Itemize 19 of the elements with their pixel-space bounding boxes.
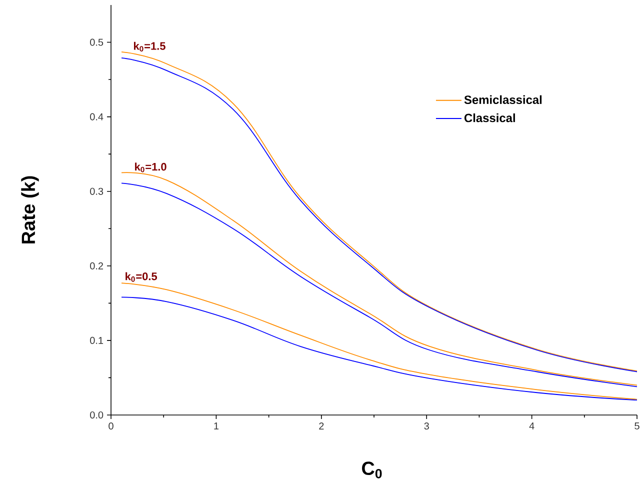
x-tick-label: 3: [424, 422, 429, 430]
y-tick-label: 0.0: [90, 411, 104, 419]
x-tick-label: 1: [214, 422, 218, 430]
y-tick-label: 0.5: [90, 38, 104, 46]
y-axis-title: Rate (k): [21, 176, 39, 244]
legend-label: Semiclassical: [464, 95, 542, 104]
x-tick-label: 4: [529, 422, 534, 430]
annotation: k$_{0}$=1.0: [135, 162, 166, 172]
x-tick-label: 5: [634, 422, 640, 430]
y-tick-label: 0.4: [90, 113, 104, 120]
y-tick-label: 0.3: [90, 188, 104, 195]
annotation: k$_{0}$=1.5: [134, 42, 166, 52]
annotation: k$_{0}$=0.5: [126, 272, 158, 282]
x-tick-label: 2: [319, 422, 324, 430]
y-tick-label: 0.2: [90, 262, 104, 270]
x-axis-title: C$_{0}$: [362, 462, 382, 478]
x-tick-label: 0: [108, 422, 114, 430]
legend-label: Classical: [464, 113, 515, 122]
y-tick-label: 0.1: [90, 336, 104, 344]
